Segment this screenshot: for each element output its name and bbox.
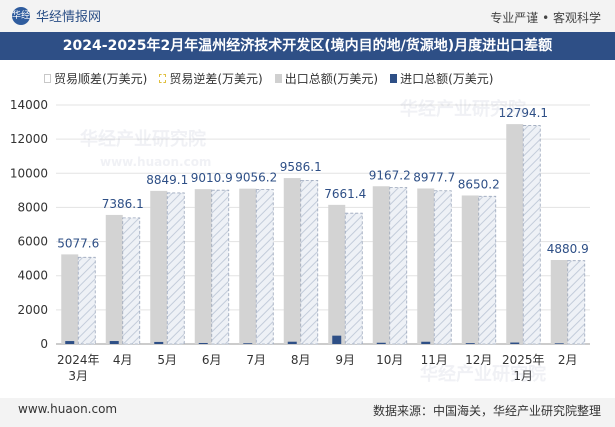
y-tick-label: 6000 xyxy=(17,235,48,249)
import-bar xyxy=(287,341,297,344)
import-bar xyxy=(465,343,475,344)
legend-item-surplus[interactable]: 贸易顺差(万美元) xyxy=(44,70,147,87)
surplus-bar xyxy=(389,187,408,345)
x-tick-label: 12月 xyxy=(465,353,492,367)
surplus-bar xyxy=(300,179,319,345)
surplus-bar xyxy=(77,256,96,345)
watermark-brand: 华经产业研究院 xyxy=(80,129,206,150)
x-tick-label: 2024年 xyxy=(57,353,100,367)
surplus-bar xyxy=(255,188,274,345)
y-tick-label: 0 xyxy=(40,337,48,351)
import-bar xyxy=(332,335,342,344)
watermark-brand-2: 华经产业研究院 xyxy=(400,99,526,120)
title-bar: 2024-2025年2月年温州经济技术开发区(境内目的地/货源地)月度进出口差额 xyxy=(0,32,615,60)
data-label: 9586.1 xyxy=(280,160,322,174)
surplus-bar xyxy=(344,212,363,345)
watermark-url: www.huaon.com xyxy=(100,155,212,169)
data-label: 8849.1 xyxy=(146,173,188,187)
export-bar xyxy=(283,178,301,344)
y-tick-label: 12000 xyxy=(10,132,48,146)
surplus-bar xyxy=(567,260,586,345)
import-bar xyxy=(421,341,431,344)
legend-label-export: 出口总额(万美元) xyxy=(284,72,379,86)
data-label: 5077.6 xyxy=(57,236,99,250)
export-bar xyxy=(372,186,390,344)
chart-title: 2024-2025年2月年温州经济技术开发区(境内目的地/货源地)月度进出口差额 xyxy=(62,38,553,54)
surplus-bar xyxy=(433,190,452,345)
legend-item-import[interactable]: 进口总额(万美元) xyxy=(390,70,494,87)
brand[interactable]: 华经 华经情报网 xyxy=(12,6,101,25)
export-bar xyxy=(61,254,79,344)
data-label: 7661.4 xyxy=(324,187,366,201)
y-tick-label: 8000 xyxy=(17,200,48,214)
export-bar xyxy=(105,214,123,344)
brand-logo-icon: 华经 xyxy=(12,6,30,25)
x-tick-label: 8月 xyxy=(291,353,311,367)
x-tick-label: 10月 xyxy=(376,353,403,367)
tagline: 专业严谨 • 客观科学 xyxy=(490,11,601,25)
x-tick-label: 7月 xyxy=(246,353,266,367)
x-tick-label: 6月 xyxy=(202,353,222,367)
export-bar xyxy=(150,190,168,344)
y-tick-label: 4000 xyxy=(17,269,48,283)
legend-swatch-surplus-icon xyxy=(44,74,51,83)
data-label: 9056.2 xyxy=(235,171,277,185)
site-name: 华经情报网 xyxy=(36,10,102,25)
import-bar xyxy=(154,341,164,344)
chart-legend: 贸易顺差(万美元) 贸易逆差(万美元) 出口总额(万美元) 进口总额(万美元) xyxy=(44,70,506,87)
watermark-brand-3: 华经产业研究院 xyxy=(420,364,546,385)
x-tick-label: 11月 xyxy=(421,353,448,367)
y-tick-label: 2000 xyxy=(17,303,48,317)
export-bar xyxy=(550,260,568,344)
x-tick-label: 2月 xyxy=(558,353,578,367)
surplus-bar xyxy=(166,192,185,345)
legend-swatch-deficit-icon xyxy=(159,74,167,83)
legend-label-surplus: 贸易顺差(万美元) xyxy=(54,72,148,86)
y-tick-label: 10000 xyxy=(10,166,48,180)
import-bar xyxy=(243,343,253,344)
legend-label-deficit: 贸易逆差(万美元) xyxy=(169,72,263,86)
legend-label-import: 进口总额(万美元) xyxy=(400,72,494,86)
data-label: 12794.1 xyxy=(498,106,548,120)
import-bar xyxy=(109,341,119,344)
export-bar xyxy=(506,124,524,345)
y-tick-label: 14000 xyxy=(10,98,48,112)
export-bar xyxy=(417,188,435,344)
surplus-bar xyxy=(122,217,141,345)
data-label: 9010.9 xyxy=(191,171,233,185)
export-bar xyxy=(194,189,212,344)
legend-swatch-import-icon xyxy=(390,74,398,83)
x-tick-label: 9月 xyxy=(335,353,355,367)
import-bar xyxy=(65,341,75,344)
data-label: 7386.1 xyxy=(102,197,144,211)
export-bar xyxy=(239,188,257,344)
export-bar xyxy=(461,195,479,344)
top-bar: 华经 华经情报网 专业严谨 • 客观科学 xyxy=(0,0,615,32)
export-bar xyxy=(328,204,346,344)
import-bar xyxy=(554,343,564,344)
footer: www.huaon.com 数据来源：中国海关，华经产业研究院整理 xyxy=(0,398,615,427)
legend-swatch-export-icon xyxy=(274,74,282,83)
data-label: 8650.2 xyxy=(458,177,500,191)
bar-chart: 0 2000 4000 6000 8000 10000 12000 14000 5077.6 20… xyxy=(10,98,590,383)
x-tick-label: 5月 xyxy=(157,353,177,367)
surplus-bar xyxy=(522,125,541,345)
x-tick-label: 3月 xyxy=(68,369,88,383)
legend-item-export[interactable]: 出口总额(万美元) xyxy=(274,70,379,87)
footer-url[interactable]: www.huaon.com xyxy=(18,402,118,416)
import-bar xyxy=(376,342,386,344)
x-tick-label: 4月 xyxy=(113,353,133,367)
legend-item-deficit[interactable]: 贸易逆差(万美元) xyxy=(159,70,263,87)
data-label: 9167.2 xyxy=(369,168,411,182)
x-tick-label: 2025年 xyxy=(502,353,545,367)
surplus-bar xyxy=(478,195,497,345)
data-label: 8977.7 xyxy=(413,170,455,184)
import-bar xyxy=(510,342,520,344)
footer-source: 数据来源：中国海关，华经产业研究院整理 xyxy=(372,404,601,418)
x-tick-label: 1月 xyxy=(513,369,533,383)
data-label: 4880.9 xyxy=(547,242,589,256)
surplus-bar xyxy=(211,189,230,345)
import-bar xyxy=(198,342,208,344)
